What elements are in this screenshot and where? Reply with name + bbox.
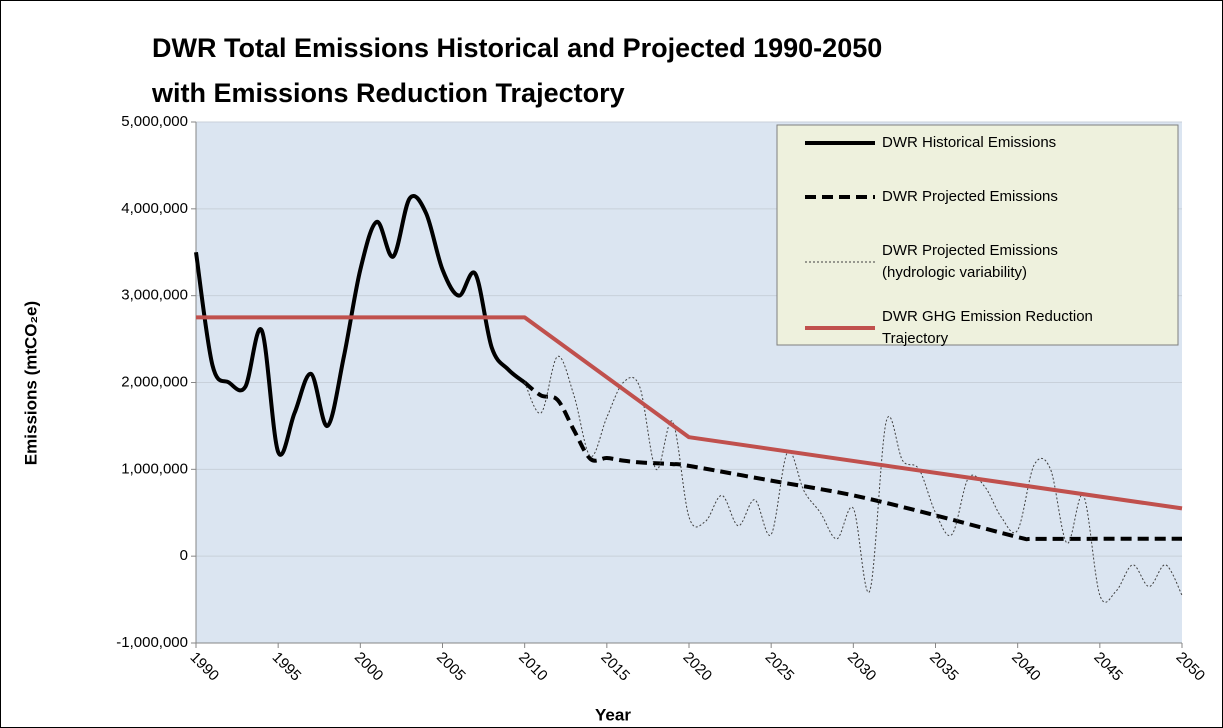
legend-label: DWR GHG Emission Reduction Trajectory bbox=[882, 308, 1093, 347]
y-tick-label: 3,000,000 bbox=[121, 287, 188, 304]
legend-box bbox=[776, 124, 1179, 346]
series-line bbox=[196, 315, 1183, 511]
y-tick-label: 4,000,000 bbox=[121, 200, 188, 217]
y-tick-label: 0 bbox=[180, 547, 188, 564]
legend-label: DWR Projected Emissions bbox=[882, 188, 1058, 205]
y-tick-label: 2,000,000 bbox=[121, 373, 188, 390]
chart-title: DWR Total Emissions Historical and Proje… bbox=[152, 33, 882, 63]
y-tick-label: 5,000,000 bbox=[121, 113, 188, 130]
legend-label: DWR Projected Emissions (hydrologic varia… bbox=[882, 242, 1058, 281]
series-line bbox=[524, 355, 1183, 603]
y-axis-title: Emissions (mtCO₂e) bbox=[21, 301, 40, 465]
y-tick-label: -1,000,000 bbox=[116, 634, 188, 651]
series-line bbox=[523, 380, 1182, 542]
x-axis-title: Year bbox=[595, 705, 631, 724]
legend-label: DWR Historical Emissions bbox=[882, 134, 1056, 151]
y-tick-label: 1,000,000 bbox=[121, 460, 188, 477]
chart-title: with Emissions Reduction Trajectory bbox=[151, 78, 625, 108]
